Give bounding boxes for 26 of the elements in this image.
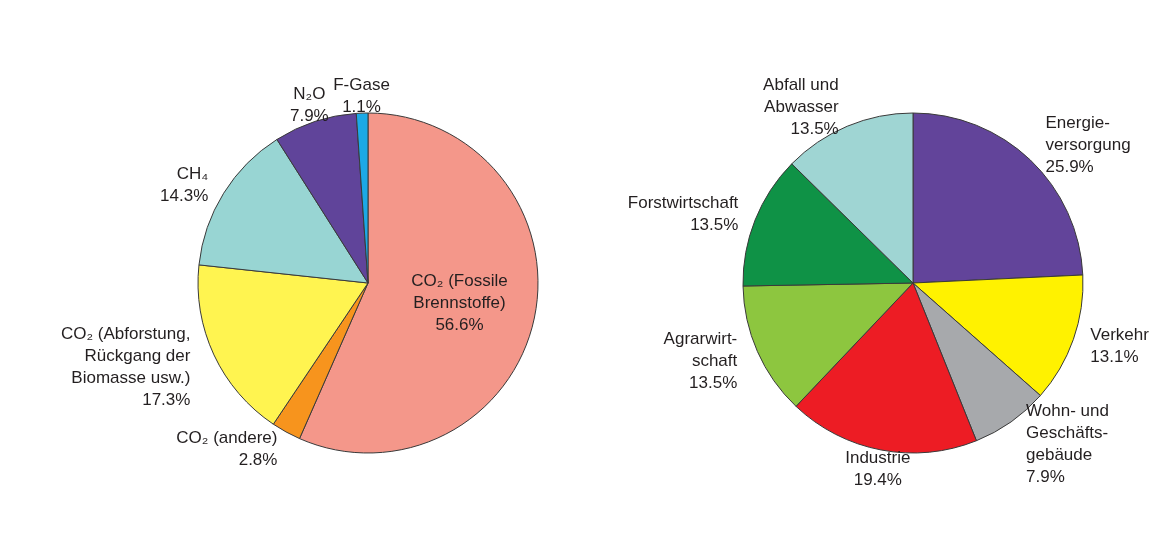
data-label: 25.9% [1045,157,1094,177]
slice-label: CO₂ (andere) [176,427,278,447]
slice-label: CO₂ (Fossile Brennstoffe) [411,271,508,313]
slice-label: Industrie [845,447,911,467]
slice-label: Wohn- und Geschäfts- gebäude [1026,401,1109,465]
slice-label: Abfall und Abwasser [763,74,840,116]
slice-label: F-Gase [333,75,390,95]
data-label: 17.3% [142,389,191,409]
data-label: 7.9% [289,106,329,126]
slice-label: CH₄ [176,163,209,183]
data-label: 56.6% [435,315,484,335]
data-label: 13.1% [1090,347,1139,367]
slice-label: Forstwirtschaft [627,193,739,213]
slice-label: N₂O [293,84,326,104]
data-label: 13.5% [689,373,738,393]
data-label: 13.5% [790,118,839,138]
data-label: 14.3% [160,185,209,205]
slice-label: Agrarwirt- schaft [663,329,738,371]
data-label: 13.5% [690,215,739,235]
slice-label: Energie- versorgung [1045,113,1131,155]
data-label: 7.9% [1026,467,1065,487]
slice-label: CO₂ (Abforstung, Rückgang der Biomasse usw.) [60,323,191,387]
slice-label: Verkehr [1090,325,1150,345]
data-label: 2.8% [238,449,278,469]
data-label: 1.1% [342,97,381,117]
data-label: 19.4% [853,469,902,489]
